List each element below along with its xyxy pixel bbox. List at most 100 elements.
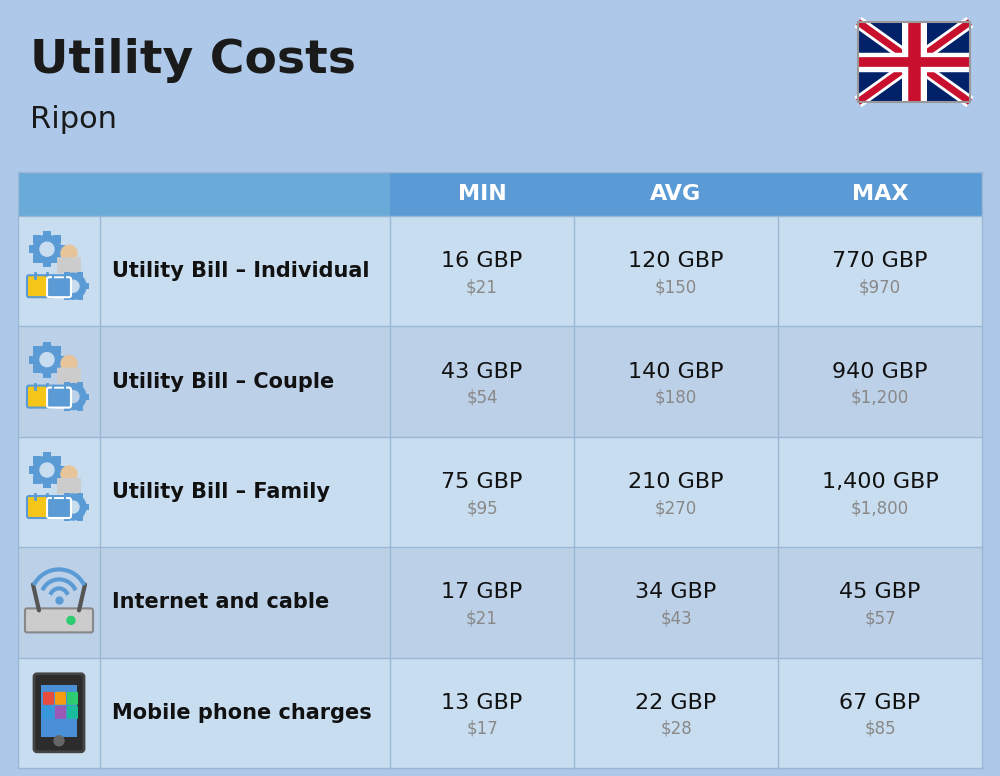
Text: $43: $43 <box>660 609 692 628</box>
FancyBboxPatch shape <box>76 493 82 499</box>
Text: $85: $85 <box>864 720 896 738</box>
Circle shape <box>67 390 79 403</box>
Text: 22 GBP: 22 GBP <box>635 693 717 713</box>
FancyBboxPatch shape <box>43 480 51 488</box>
Text: MIN: MIN <box>458 184 506 204</box>
Text: Utility Costs: Utility Costs <box>30 38 356 83</box>
FancyBboxPatch shape <box>64 405 70 411</box>
FancyBboxPatch shape <box>57 504 63 510</box>
Circle shape <box>67 280 79 293</box>
FancyBboxPatch shape <box>29 355 37 364</box>
Text: AVG: AVG <box>650 184 702 204</box>
Circle shape <box>60 494 86 520</box>
FancyBboxPatch shape <box>57 245 65 253</box>
FancyBboxPatch shape <box>83 393 89 400</box>
FancyBboxPatch shape <box>33 255 41 263</box>
Circle shape <box>60 273 86 300</box>
Text: Mobile phone charges: Mobile phone charges <box>112 703 372 722</box>
FancyBboxPatch shape <box>57 355 65 364</box>
Text: 210 GBP: 210 GBP <box>628 472 724 492</box>
FancyBboxPatch shape <box>83 283 89 289</box>
Text: $95: $95 <box>466 499 498 517</box>
FancyBboxPatch shape <box>18 657 982 768</box>
Text: Ripon: Ripon <box>30 105 117 134</box>
Text: $21: $21 <box>466 279 498 296</box>
Text: $1,800: $1,800 <box>851 499 909 517</box>
FancyBboxPatch shape <box>57 368 81 383</box>
Text: 13 GBP: 13 GBP <box>441 693 523 713</box>
Text: 140 GBP: 140 GBP <box>628 362 724 382</box>
FancyBboxPatch shape <box>41 684 77 736</box>
FancyBboxPatch shape <box>18 172 982 216</box>
Text: $970: $970 <box>859 279 901 296</box>
FancyBboxPatch shape <box>57 283 63 289</box>
FancyBboxPatch shape <box>55 691 66 705</box>
Text: $17: $17 <box>466 720 498 738</box>
FancyBboxPatch shape <box>57 466 65 474</box>
FancyBboxPatch shape <box>64 493 70 499</box>
FancyBboxPatch shape <box>53 365 61 373</box>
FancyBboxPatch shape <box>43 691 54 705</box>
FancyBboxPatch shape <box>43 231 51 239</box>
Text: 120 GBP: 120 GBP <box>628 251 724 271</box>
FancyBboxPatch shape <box>43 369 51 378</box>
Circle shape <box>61 466 77 482</box>
Text: 1,400 GBP: 1,400 GBP <box>822 472 938 492</box>
Text: MAX: MAX <box>852 184 908 204</box>
Text: 67 GBP: 67 GBP <box>839 693 921 713</box>
Text: 940 GBP: 940 GBP <box>832 362 928 382</box>
FancyBboxPatch shape <box>18 327 982 437</box>
FancyBboxPatch shape <box>33 235 41 244</box>
FancyBboxPatch shape <box>27 496 55 518</box>
FancyBboxPatch shape <box>27 275 55 297</box>
Text: $270: $270 <box>655 499 697 517</box>
FancyBboxPatch shape <box>34 674 84 752</box>
Text: $21: $21 <box>466 609 498 628</box>
Text: $54: $54 <box>466 389 498 407</box>
Circle shape <box>33 456 61 484</box>
Text: Internet and cable: Internet and cable <box>112 592 329 612</box>
Circle shape <box>61 245 77 262</box>
Text: $1,200: $1,200 <box>851 389 909 407</box>
FancyBboxPatch shape <box>64 294 70 300</box>
Text: 45 GBP: 45 GBP <box>839 583 921 602</box>
FancyBboxPatch shape <box>53 345 61 354</box>
FancyBboxPatch shape <box>64 272 70 278</box>
Circle shape <box>33 345 61 373</box>
FancyBboxPatch shape <box>43 706 54 719</box>
Text: 34 GBP: 34 GBP <box>635 583 717 602</box>
FancyBboxPatch shape <box>858 22 970 102</box>
Circle shape <box>61 355 77 372</box>
FancyBboxPatch shape <box>18 437 982 547</box>
Text: 75 GBP: 75 GBP <box>441 472 523 492</box>
Circle shape <box>54 736 64 746</box>
FancyBboxPatch shape <box>76 272 82 278</box>
Circle shape <box>67 616 75 625</box>
Circle shape <box>67 501 79 513</box>
Circle shape <box>40 242 54 256</box>
FancyBboxPatch shape <box>76 405 82 411</box>
Text: 16 GBP: 16 GBP <box>441 251 523 271</box>
FancyBboxPatch shape <box>29 466 37 474</box>
FancyBboxPatch shape <box>47 387 71 407</box>
Text: Utility Bill – Couple: Utility Bill – Couple <box>112 372 334 392</box>
FancyBboxPatch shape <box>55 706 66 719</box>
FancyBboxPatch shape <box>18 547 982 657</box>
Text: 17 GBP: 17 GBP <box>441 583 523 602</box>
FancyBboxPatch shape <box>83 504 89 510</box>
Circle shape <box>40 463 54 477</box>
FancyBboxPatch shape <box>33 456 41 464</box>
Text: 43 GBP: 43 GBP <box>441 362 523 382</box>
FancyBboxPatch shape <box>18 172 390 216</box>
Circle shape <box>33 235 61 263</box>
FancyBboxPatch shape <box>25 608 93 632</box>
FancyBboxPatch shape <box>53 235 61 244</box>
FancyBboxPatch shape <box>76 515 82 521</box>
FancyBboxPatch shape <box>76 383 82 388</box>
FancyBboxPatch shape <box>67 706 78 719</box>
Text: 770 GBP: 770 GBP <box>832 251 928 271</box>
FancyBboxPatch shape <box>43 452 51 460</box>
FancyBboxPatch shape <box>67 691 78 705</box>
FancyBboxPatch shape <box>33 345 41 354</box>
FancyBboxPatch shape <box>47 498 71 518</box>
